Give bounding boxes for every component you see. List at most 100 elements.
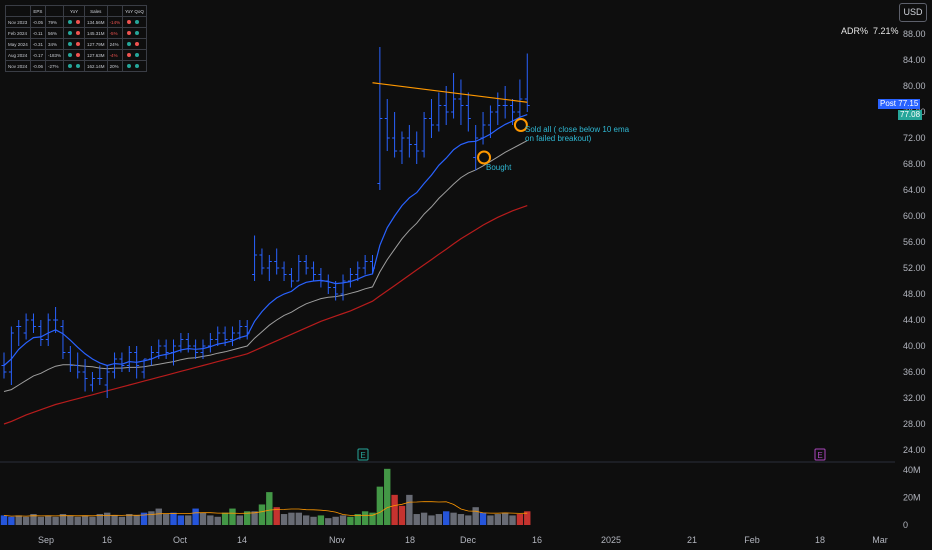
qoq-dots-cell bbox=[122, 60, 147, 72]
ohlc-bar bbox=[465, 92, 471, 132]
ohlc-bar bbox=[134, 346, 140, 379]
ohlc-bar bbox=[421, 112, 427, 158]
ohlc-bar bbox=[311, 261, 317, 281]
volume-bar bbox=[177, 515, 185, 525]
volume-bar bbox=[266, 492, 273, 525]
ohlc-bar bbox=[178, 333, 184, 353]
volume-bar bbox=[524, 511, 531, 525]
sales-cell: 145.31M bbox=[84, 27, 108, 39]
earnings-row: Feb 2024 -0.11 56% 145.31M -5% bbox=[5, 27, 147, 39]
volume-bar bbox=[310, 516, 317, 525]
ohlc-bar bbox=[288, 268, 294, 288]
eps-cell: -0.11 bbox=[29, 27, 47, 39]
eps-yoy-cell: 79% bbox=[45, 16, 65, 28]
x-tick-label: 16 bbox=[102, 535, 112, 545]
y-tick-label: 28.00 bbox=[903, 419, 926, 429]
volume-bar bbox=[258, 504, 266, 525]
volume-bar bbox=[214, 516, 221, 525]
status-dot-icon bbox=[135, 41, 140, 46]
ohlc-bar bbox=[436, 92, 442, 132]
yoy-dots-cell bbox=[63, 38, 86, 50]
ohlc-bar bbox=[38, 320, 44, 346]
x-tick-label: Mar bbox=[872, 535, 888, 545]
sales-cell: 134.56M bbox=[84, 16, 108, 28]
volume-bar bbox=[428, 515, 435, 525]
volume-bar bbox=[148, 511, 155, 525]
ohlc-bar bbox=[229, 326, 235, 346]
ma-line bbox=[3, 205, 528, 425]
sales-cell: 127.63M bbox=[84, 49, 108, 61]
volume-bar bbox=[501, 512, 509, 525]
header-quarter bbox=[5, 5, 31, 17]
earnings-table-header: EPS YoY Sales YoY QoQ bbox=[5, 5, 147, 17]
status-dot-icon bbox=[76, 30, 81, 35]
volume-bar bbox=[207, 515, 214, 525]
volume-bar bbox=[487, 515, 494, 525]
volume-bar bbox=[67, 515, 74, 525]
sales-yoy-cell: 24% bbox=[106, 38, 124, 50]
trade-circle bbox=[513, 118, 528, 132]
ohlc-bar bbox=[340, 274, 346, 301]
status-dot-icon bbox=[127, 63, 132, 68]
eps-cell: -0.06 bbox=[29, 60, 47, 72]
ohlc-bar bbox=[392, 112, 398, 158]
header-eps: EPS bbox=[29, 5, 47, 17]
earnings-row: May 2024 -0.31 34% 127.79M 24% bbox=[5, 38, 147, 50]
volume-bar bbox=[251, 511, 258, 525]
x-tick-label: Sep bbox=[38, 535, 54, 545]
y-tick-label: 52.00 bbox=[903, 263, 926, 273]
yoy-dots-cell bbox=[63, 49, 86, 61]
ohlc-bar bbox=[414, 131, 420, 164]
volume-bar bbox=[516, 514, 524, 525]
eps-cell: -0.31 bbox=[29, 38, 47, 50]
volume-bar bbox=[384, 468, 391, 525]
ohlc-bar bbox=[502, 86, 508, 119]
qoq-dots-cell bbox=[122, 27, 147, 39]
status-dot-icon bbox=[76, 19, 81, 24]
header-yoy-qoq: YoY QoQ bbox=[122, 5, 147, 17]
ohlc-bar bbox=[281, 261, 287, 281]
volume-bar bbox=[45, 515, 52, 525]
volume-bar bbox=[74, 516, 81, 525]
x-tick-label: 18 bbox=[815, 535, 825, 545]
ohlc-bar bbox=[126, 346, 132, 372]
ohlc-bar bbox=[252, 235, 258, 281]
y-tick-label: 60.00 bbox=[903, 211, 926, 221]
ohlc-bar bbox=[296, 255, 302, 282]
qoq-dots-cell bbox=[122, 38, 147, 50]
y-tick-label: 24.00 bbox=[903, 445, 926, 455]
x-tick-label: Dec bbox=[460, 535, 477, 545]
ohlc-bar bbox=[148, 346, 154, 366]
qoq-dots-cell bbox=[122, 16, 147, 28]
qoq-dots-cell bbox=[122, 49, 147, 61]
ohlc-bar bbox=[75, 352, 81, 379]
earnings-row: Nov 2023 -0.05 79% 134.56M -14% bbox=[5, 16, 147, 28]
volume-bar bbox=[332, 516, 339, 525]
status-dot-icon bbox=[68, 63, 73, 68]
volume-bar bbox=[398, 505, 406, 525]
ohlc-bar bbox=[16, 320, 22, 346]
ohlc-bar bbox=[399, 131, 405, 164]
volume-bar bbox=[325, 518, 332, 525]
ohlc-bar bbox=[244, 320, 250, 340]
earnings-marker-icon bbox=[814, 448, 826, 461]
ohlc-bar bbox=[104, 365, 110, 398]
eps-yoy-cell: 34% bbox=[45, 38, 65, 50]
status-dot-icon bbox=[76, 41, 81, 46]
eps-yoy-cell: 56% bbox=[45, 27, 65, 39]
ohlc-bar bbox=[53, 307, 59, 333]
ohlc-bar bbox=[370, 255, 375, 275]
currency-button[interactable]: USD bbox=[899, 3, 927, 22]
volume-bar bbox=[435, 514, 443, 525]
eps-yoy-cell: -183% bbox=[45, 49, 65, 61]
ohlc-bar bbox=[325, 274, 331, 294]
y-tick-label: 40.00 bbox=[903, 341, 926, 351]
quarter-cell: Feb 2024 bbox=[5, 27, 31, 39]
volume-bar bbox=[413, 514, 420, 525]
volume-bar bbox=[30, 514, 37, 525]
volume-bar bbox=[280, 514, 288, 525]
eps-cell: -0.05 bbox=[29, 16, 47, 28]
ohlc-bar bbox=[163, 339, 169, 359]
y-tick-label: 44.00 bbox=[903, 315, 926, 325]
